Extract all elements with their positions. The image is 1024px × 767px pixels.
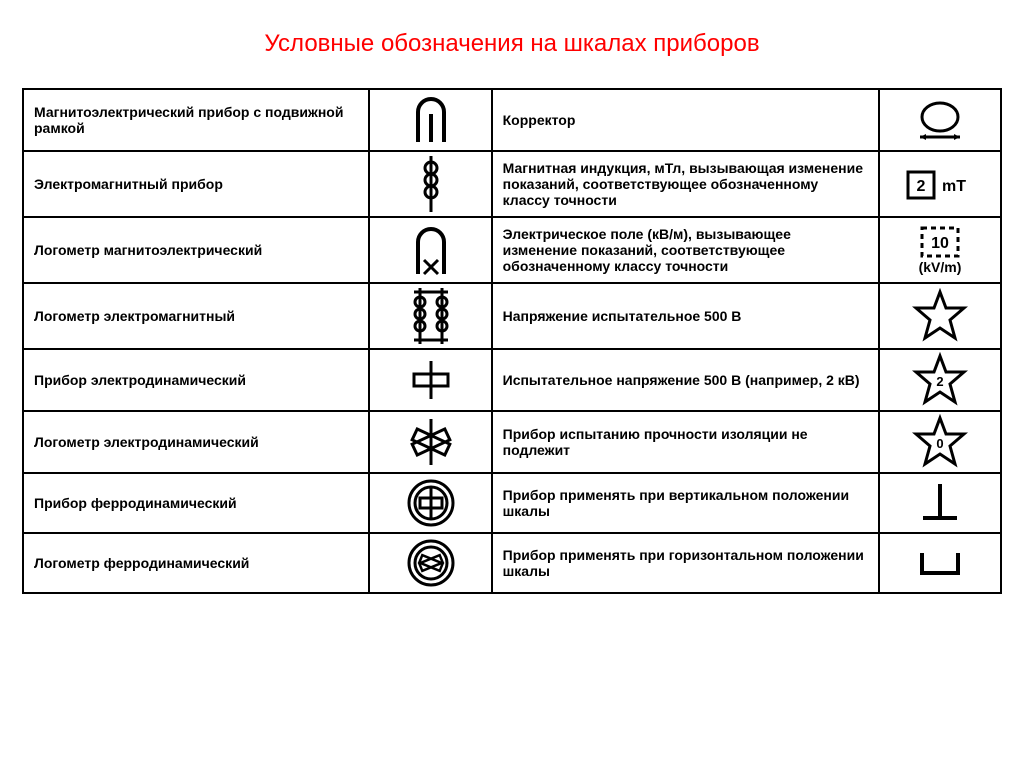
kv-box-text: 10 bbox=[931, 235, 949, 252]
sym-left-1 bbox=[369, 89, 491, 151]
page-title: Условные обозначения на шкалах приборов bbox=[20, 30, 1004, 58]
symbols-table: Магнитоэлектрический прибор с подвижной … bbox=[22, 88, 1002, 594]
sym-left-3 bbox=[369, 217, 491, 283]
desc-left-3: Логометр магнитоэлектрический bbox=[23, 217, 369, 283]
desc-right-4: Напряжение испытательное 500 В bbox=[492, 283, 879, 349]
table-row: Логометр ферродинамический Прибор примен… bbox=[23, 533, 1001, 593]
sym-right-7 bbox=[879, 473, 1001, 533]
magnetoelectric-icon bbox=[406, 92, 456, 148]
corrector-icon bbox=[910, 95, 970, 145]
mt-unit-text: mT bbox=[942, 178, 966, 195]
desc-right-1: Корректор bbox=[492, 89, 879, 151]
table-row: Логометр электродинамический Прибор испы… bbox=[23, 411, 1001, 473]
kv-unit-text: (kV/m) bbox=[918, 259, 961, 275]
table-row: Логометр магнитоэлектрический Электричес… bbox=[23, 217, 1001, 283]
desc-left-7: Прибор ферродинамический bbox=[23, 473, 369, 533]
sym-left-5 bbox=[369, 349, 491, 411]
mt-box-text: 2 bbox=[916, 178, 925, 195]
sym-right-3: 10 (kV/m) bbox=[879, 217, 1001, 283]
electrodynamic-icon bbox=[406, 355, 456, 405]
logometer-electrodyn-icon bbox=[404, 415, 458, 469]
desc-right-6: Прибор испытанию прочности изоляции не п… bbox=[492, 411, 879, 473]
sym-right-1 bbox=[879, 89, 1001, 151]
table-row: Магнитоэлектрический прибор с подвижной … bbox=[23, 89, 1001, 151]
sym-right-5: 2 bbox=[879, 349, 1001, 411]
sym-right-8 bbox=[879, 533, 1001, 593]
ferrodynamic-icon bbox=[404, 476, 458, 530]
table-row: Прибор ферродинамический Прибор применят… bbox=[23, 473, 1001, 533]
horizontal-position-icon bbox=[912, 543, 968, 583]
desc-left-5: Прибор электродинамический bbox=[23, 349, 369, 411]
sym-left-2 bbox=[369, 151, 491, 217]
star-0-icon: 0 bbox=[912, 414, 968, 470]
kv-box-icon: 10 (kV/m) bbox=[900, 222, 980, 278]
desc-right-7: Прибор применять при вертикальном положе… bbox=[492, 473, 879, 533]
electromagnetic-icon bbox=[411, 154, 451, 214]
sym-right-4 bbox=[879, 283, 1001, 349]
vertical-position-icon bbox=[915, 478, 965, 528]
desc-right-3: Электрическое поле (кВ/м), вызывающее из… bbox=[492, 217, 879, 283]
sym-left-6 bbox=[369, 411, 491, 473]
star-2-icon: 2 bbox=[912, 352, 968, 408]
desc-left-2: Электромагнитный прибор bbox=[23, 151, 369, 217]
logometer-ferrodyn-icon bbox=[404, 536, 458, 590]
sym-right-6: 0 bbox=[879, 411, 1001, 473]
desc-left-1: Магнитоэлектрический прибор с подвижной … bbox=[23, 89, 369, 151]
sym-left-7 bbox=[369, 473, 491, 533]
sym-left-8 bbox=[369, 533, 491, 593]
desc-left-8: Логометр ферродинамический bbox=[23, 533, 369, 593]
desc-right-2: Магнитная индукция, мТл, вызывающая изме… bbox=[492, 151, 879, 217]
logometer-magneto-icon bbox=[406, 220, 456, 280]
mt-box-icon: 2 mT bbox=[900, 164, 980, 204]
desc-left-6: Логометр электродинамический bbox=[23, 411, 369, 473]
sym-right-2: 2 mT bbox=[879, 151, 1001, 217]
star-2-text: 2 bbox=[936, 374, 943, 389]
star-0-text: 0 bbox=[936, 436, 943, 451]
logometer-electromag-icon bbox=[404, 286, 458, 346]
sym-left-4 bbox=[369, 283, 491, 349]
star-empty-icon bbox=[912, 288, 968, 344]
table-row: Прибор электродинамический Испытательное… bbox=[23, 349, 1001, 411]
desc-right-8: Прибор применять при горизонтальном поло… bbox=[492, 533, 879, 593]
table-row: Логометр электромагнитный Напряжение исп… bbox=[23, 283, 1001, 349]
table-row: Электромагнитный прибор Магнитная индукц… bbox=[23, 151, 1001, 217]
desc-left-4: Логометр электромагнитный bbox=[23, 283, 369, 349]
desc-right-5: Испытательное напряжение 500 В (например… bbox=[492, 349, 879, 411]
